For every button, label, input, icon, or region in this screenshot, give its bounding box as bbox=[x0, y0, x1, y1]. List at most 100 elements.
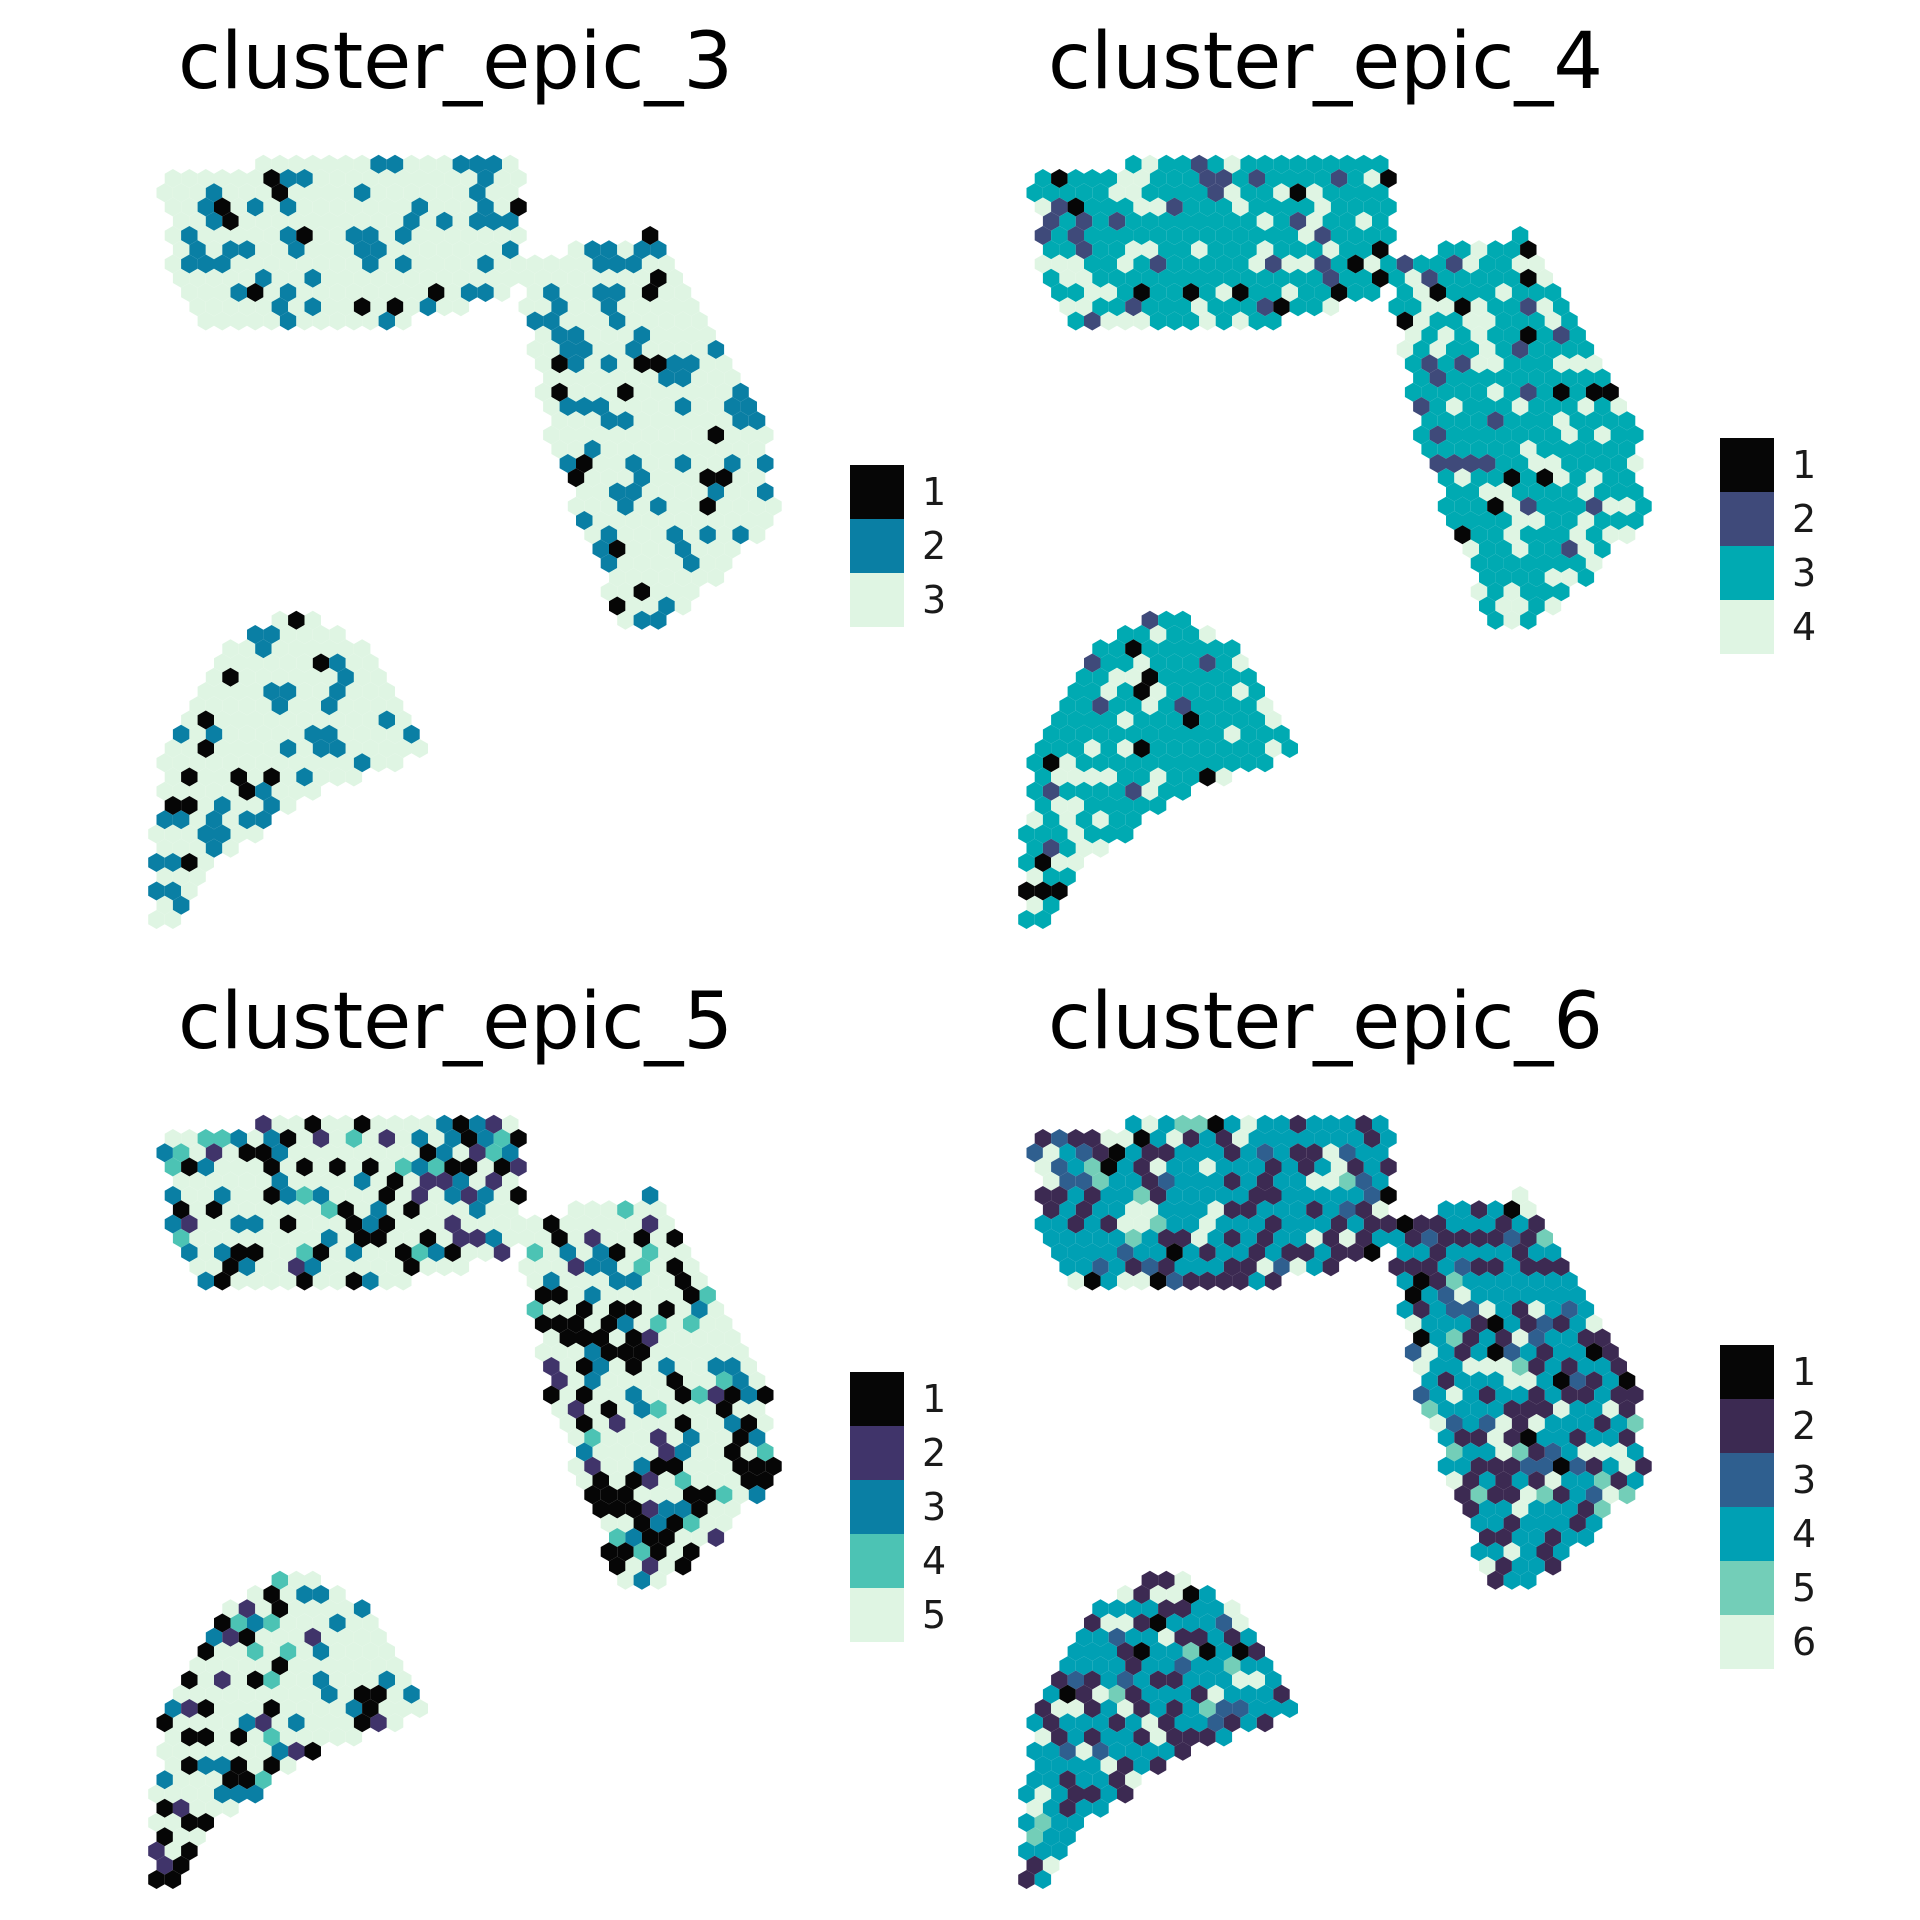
spot-cluster-5 bbox=[567, 1200, 585, 1220]
spot-cluster-4 bbox=[1330, 1186, 1348, 1205]
spot-cluster-5 bbox=[633, 1314, 651, 1334]
spot-cluster-2 bbox=[1470, 1257, 1488, 1277]
spot-cluster-2 bbox=[386, 154, 404, 174]
spot-cluster-5 bbox=[197, 1243, 214, 1262]
spot-cluster-1 bbox=[674, 1556, 692, 1576]
spot-cluster-3 bbox=[650, 382, 667, 402]
spot-cluster-4 bbox=[1618, 496, 1636, 516]
spot-cluster-5 bbox=[1339, 1171, 1356, 1191]
legend-label-5: 5 bbox=[922, 1593, 946, 1637]
spot-cluster-2 bbox=[1141, 1143, 1159, 1163]
spot-cluster-5 bbox=[1446, 1328, 1463, 1348]
spot-cluster-4 bbox=[1470, 240, 1488, 260]
spot-cluster-3 bbox=[164, 226, 182, 245]
spot-cluster-2 bbox=[419, 297, 437, 317]
spot-cluster-3 bbox=[691, 425, 708, 445]
spot-cluster-3 bbox=[1026, 838, 1043, 858]
spot-cluster-1 bbox=[263, 1157, 280, 1177]
spot-cluster-6 bbox=[1479, 1300, 1496, 1319]
spot-cluster-5 bbox=[502, 1114, 519, 1134]
spot-cluster-3 bbox=[666, 582, 683, 602]
spot-cluster-3 bbox=[1256, 183, 1274, 203]
spot-cluster-5 bbox=[271, 1114, 289, 1134]
spot-cluster-3 bbox=[222, 781, 239, 801]
spot-cluster-3 bbox=[1240, 268, 1257, 288]
spot-cluster-3 bbox=[1166, 226, 1183, 245]
spot-cluster-4 bbox=[1454, 1371, 1471, 1391]
spot-cluster-1 bbox=[724, 1385, 741, 1405]
spot-cluster-3 bbox=[650, 582, 667, 602]
spot-cluster-3 bbox=[1248, 197, 1265, 217]
spot-cluster-4 bbox=[1561, 1471, 1578, 1490]
spot-cluster-3 bbox=[164, 824, 182, 844]
spot-cluster-3 bbox=[296, 283, 313, 302]
spot-cluster-4 bbox=[1051, 1756, 1068, 1775]
spot-cluster-4 bbox=[1495, 283, 1512, 302]
spot-cluster-3 bbox=[1388, 268, 1405, 288]
spot-cluster-4 bbox=[1067, 1157, 1084, 1177]
spot-cluster-5 bbox=[172, 1713, 190, 1733]
spot-cluster-4 bbox=[1487, 382, 1504, 402]
spot-cluster-5 bbox=[617, 1257, 634, 1277]
spot-cluster-3 bbox=[329, 1613, 346, 1633]
spot-cluster-4 bbox=[1298, 254, 1315, 274]
spot-cluster-5 bbox=[715, 1456, 733, 1476]
spot-cluster-3 bbox=[181, 197, 198, 217]
spot-cluster-4 bbox=[1314, 1243, 1331, 1262]
spot-cluster-4 bbox=[1256, 240, 1274, 260]
spot-cluster-4 bbox=[1248, 254, 1265, 274]
spot-cluster-3 bbox=[255, 297, 272, 317]
spot-cluster-4 bbox=[1207, 1171, 1224, 1191]
spot-cluster-2 bbox=[1182, 1129, 1200, 1148]
spot-cluster-3 bbox=[1495, 454, 1512, 473]
spot-cluster-3 bbox=[757, 425, 774, 445]
spot-cluster-4 bbox=[1240, 1627, 1257, 1647]
spot-cluster-1 bbox=[1503, 1200, 1521, 1220]
spot-cluster-4 bbox=[1108, 1228, 1126, 1248]
spot-cluster-4 bbox=[1544, 568, 1562, 587]
spot-cluster-2 bbox=[1536, 1399, 1553, 1419]
spot-cluster-6 bbox=[1479, 1357, 1496, 1376]
spot-cluster-3 bbox=[1281, 226, 1298, 245]
spot-cluster-4 bbox=[1388, 1228, 1405, 1248]
spot-cluster-3 bbox=[1067, 739, 1084, 758]
spot-cluster-5 bbox=[559, 1300, 576, 1319]
spot-cluster-4 bbox=[1158, 1684, 1175, 1704]
spot-cluster-5 bbox=[674, 1357, 692, 1376]
spot-cluster-4 bbox=[1470, 325, 1488, 345]
spot-cluster-2 bbox=[1454, 1428, 1471, 1448]
spot-cluster-3 bbox=[477, 1186, 494, 1205]
spot-cluster-2 bbox=[255, 268, 272, 288]
spot-cluster-2 bbox=[641, 1214, 659, 1234]
spot-cluster-5 bbox=[247, 1157, 264, 1177]
spot-cluster-3 bbox=[1544, 482, 1562, 502]
spot-cluster-2 bbox=[1429, 454, 1446, 473]
spot-cluster-4 bbox=[1577, 482, 1595, 502]
spot-cluster-2 bbox=[214, 1670, 231, 1690]
spot-cluster-3 bbox=[214, 710, 231, 730]
spot-cluster-5 bbox=[584, 1200, 601, 1220]
spot-cluster-3 bbox=[1133, 710, 1150, 730]
spot-cluster-5 bbox=[329, 1699, 346, 1718]
spot-cluster-3 bbox=[1470, 525, 1488, 545]
spot-cluster-3 bbox=[1174, 781, 1191, 801]
spot-cluster-1 bbox=[279, 1129, 297, 1148]
spot-cluster-1 bbox=[732, 1428, 749, 1448]
spot-cluster-3 bbox=[345, 682, 363, 701]
spot-cluster-1 bbox=[362, 1157, 379, 1177]
spot-cluster-2 bbox=[395, 226, 412, 245]
spot-cluster-2 bbox=[1388, 1257, 1405, 1277]
spot-cluster-4 bbox=[1026, 1713, 1043, 1733]
spot-cluster-4 bbox=[1372, 1228, 1389, 1248]
spot-cluster-3 bbox=[1100, 739, 1117, 758]
spot-cluster-3 bbox=[683, 439, 700, 459]
spot-cluster-3 bbox=[1594, 482, 1611, 502]
spot-cluster-3 bbox=[1256, 268, 1274, 288]
spot-cluster-1 bbox=[551, 1285, 568, 1305]
spot-cluster-3 bbox=[666, 468, 683, 488]
spot-cluster-5 bbox=[222, 1228, 239, 1248]
spot-cluster-3 bbox=[650, 439, 667, 459]
spot-cluster-3 bbox=[1207, 1713, 1224, 1733]
spot-cluster-4 bbox=[1511, 1214, 1529, 1234]
spot-cluster-3 bbox=[181, 1243, 198, 1262]
